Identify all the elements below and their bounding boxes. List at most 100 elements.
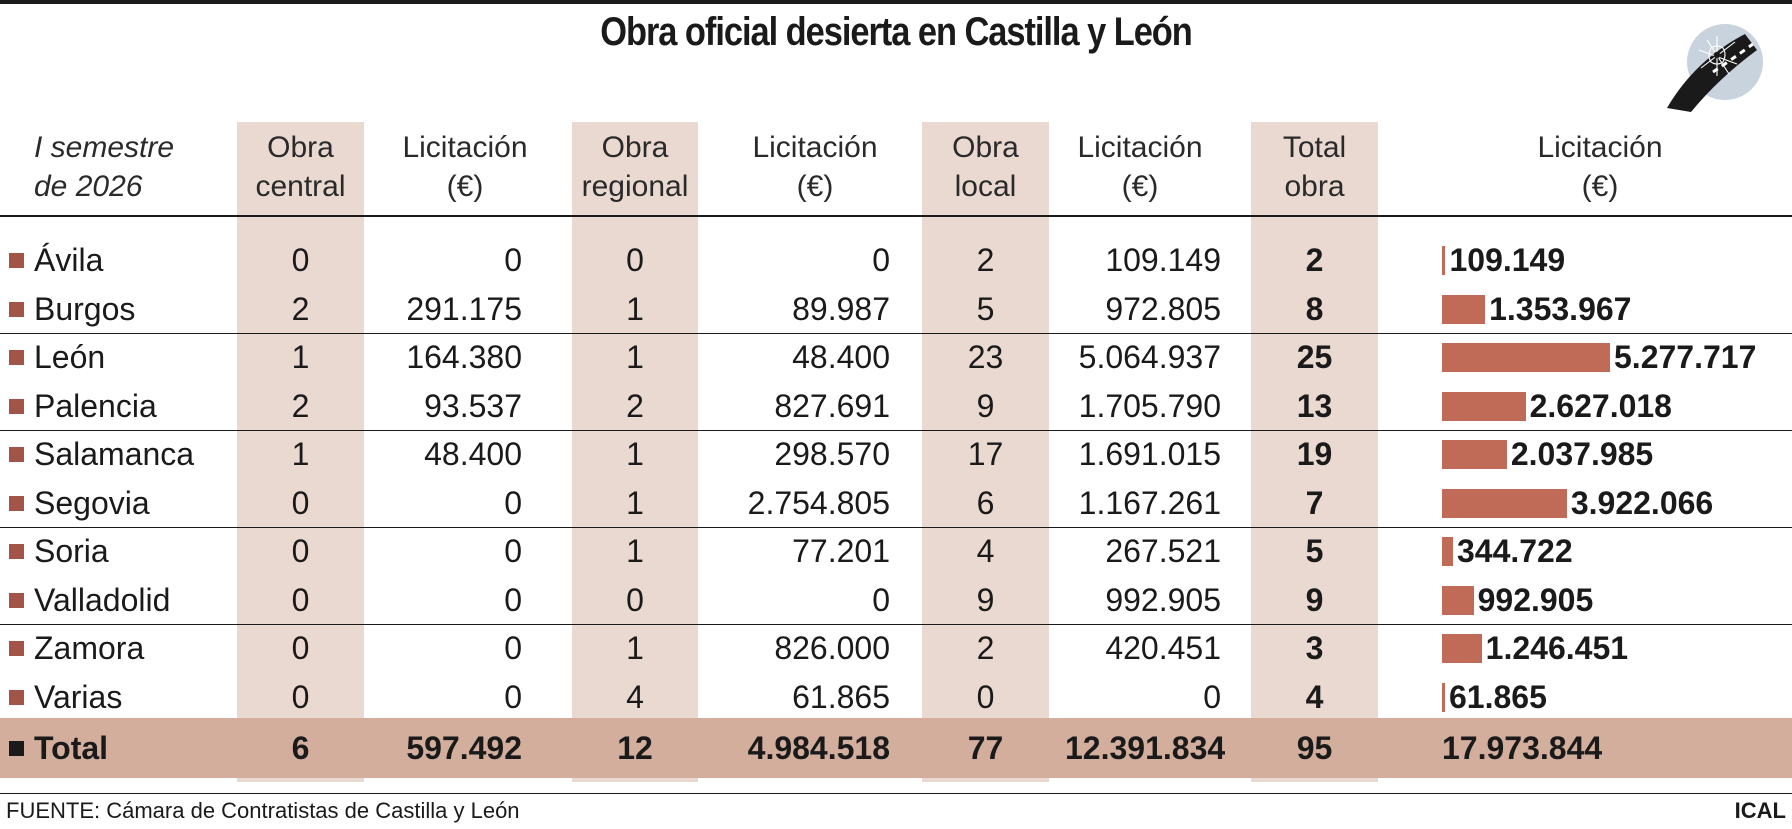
table-cell: 2	[291, 387, 310, 424]
table-cell: 23	[967, 339, 1004, 375]
licitacion-bar	[1442, 537, 1453, 566]
top-rule	[0, 0, 1792, 4]
table-cell: 5	[976, 290, 995, 327]
header-line: (€)	[1121, 170, 1159, 203]
header-line: (€)	[796, 170, 834, 203]
table-cell: 3	[1305, 630, 1324, 666]
header-licitacion-regional: Licitación (€)	[740, 128, 890, 206]
total-licitacion: 17.973.844	[1442, 730, 1603, 766]
table-cell: 0	[1203, 678, 1221, 715]
table-cell: 291.175	[406, 290, 522, 327]
table-cell: 267.521	[1105, 533, 1221, 569]
header-line: Obra	[267, 131, 334, 164]
table-cell: 1	[291, 339, 310, 375]
table-cell: 1	[626, 630, 644, 666]
source-note: FUENTE: Cámara de Contratistas de Castil…	[6, 798, 520, 823]
row-marker-square	[9, 350, 24, 365]
total-cell: 6	[291, 730, 310, 766]
table-cell: 6	[976, 484, 995, 521]
licitacion-bar	[1442, 488, 1567, 518]
row-marker-square	[9, 592, 24, 608]
table-cell: 2	[976, 630, 995, 666]
header-line: Obra	[952, 131, 1019, 164]
road-cobweb-icon	[1667, 24, 1763, 112]
header-line: central	[255, 170, 346, 203]
bar-value-label: 5.277.717	[1614, 339, 1757, 375]
table-cell: 2.754.805	[747, 484, 890, 521]
header-line: Total	[1282, 131, 1347, 164]
table-cell: 77.201	[792, 533, 890, 569]
table-cell: 1.167.261	[1078, 484, 1221, 521]
row-label: Varias	[34, 678, 123, 715]
table-cell: 0	[504, 581, 522, 618]
bar-value-label: 992.905	[1477, 581, 1594, 618]
bar-value-label: 2.037.985	[1510, 436, 1654, 472]
row-marker-square	[9, 447, 24, 462]
table-cell: 0	[504, 630, 522, 666]
table-cell: 17	[967, 436, 1004, 472]
group-divider	[0, 430, 1792, 431]
licitacion-bar	[1442, 343, 1610, 372]
total-cell: 4.984.518	[747, 730, 890, 766]
total-label: Total	[34, 730, 109, 766]
table-cell: 19	[1296, 436, 1333, 472]
header-line: local	[954, 170, 1017, 203]
row-label: Salamanca	[34, 436, 195, 472]
bar-value-label: 61.865	[1449, 678, 1547, 715]
table-cell: 164.380	[406, 339, 522, 375]
table-cell: 109.149	[1105, 242, 1221, 278]
row-label: Soria	[34, 533, 109, 569]
header-line: Licitación	[1537, 131, 1663, 164]
header-line: (€)	[1581, 170, 1619, 203]
row-label: Zamora	[34, 630, 145, 666]
row-marker-square	[9, 301, 24, 317]
table-cell: 0	[291, 630, 310, 666]
table-cell: 2	[291, 290, 310, 327]
band-total-obra	[1251, 122, 1378, 782]
header-licitacion-local: Licitación (€)	[1065, 128, 1215, 206]
table-cell: 1	[626, 533, 644, 569]
bar-value-label: 109.149	[1449, 242, 1566, 278]
period-line-2: de 2026	[34, 170, 143, 203]
bar-value-label: 344.722	[1456, 533, 1573, 569]
table-cell: 89.987	[792, 290, 890, 327]
table-cell: 0	[291, 242, 310, 278]
table-cell: 1	[626, 290, 644, 327]
bar-value-label: 3.922.066	[1570, 484, 1714, 521]
licitacion-bar	[1442, 682, 1445, 712]
header-line: Licitación	[1077, 131, 1203, 164]
table-cell: 0	[504, 678, 522, 715]
header-line: obra	[1284, 170, 1345, 203]
table-cell: 298.570	[774, 436, 890, 472]
header-rule	[0, 215, 1792, 217]
period-label: I semestre de 2026	[34, 128, 234, 206]
licitacion-bar	[1442, 585, 1474, 615]
period-line-1: I semestre	[34, 131, 175, 164]
table-cell: 827.691	[774, 387, 890, 424]
header-obra-regional: Obra regional	[572, 128, 698, 206]
table-cell: 1	[291, 436, 310, 472]
table-cell: 1.705.790	[1078, 387, 1221, 424]
licitacion-bar	[1442, 246, 1446, 275]
row-label: Ávila	[34, 242, 104, 278]
table-cell: 1	[626, 339, 644, 375]
row-label: Burgos	[34, 290, 136, 327]
row-marker-square	[9, 641, 24, 656]
band-obra-regional	[572, 122, 698, 782]
table-cell: 5	[1305, 533, 1324, 569]
header-obra-local: Obra local	[922, 128, 1049, 206]
total-cell: 95	[1296, 730, 1333, 766]
table-cell: 9	[976, 387, 995, 424]
table-cell: 992.905	[1105, 581, 1221, 618]
table-cell: 0	[291, 678, 310, 715]
header-line: regional	[581, 170, 689, 203]
row-label: León	[34, 339, 106, 375]
table-cell: 1.691.015	[1078, 436, 1221, 472]
table-cell: 0	[976, 678, 995, 715]
table-cell: 0	[504, 533, 522, 569]
header-total-obra: Total obra	[1251, 128, 1378, 206]
total-row-background	[0, 718, 1792, 778]
header-licitacion-central: Licitación (€)	[390, 128, 540, 206]
table-cell: 420.451	[1105, 630, 1221, 666]
group-divider	[0, 333, 1792, 334]
